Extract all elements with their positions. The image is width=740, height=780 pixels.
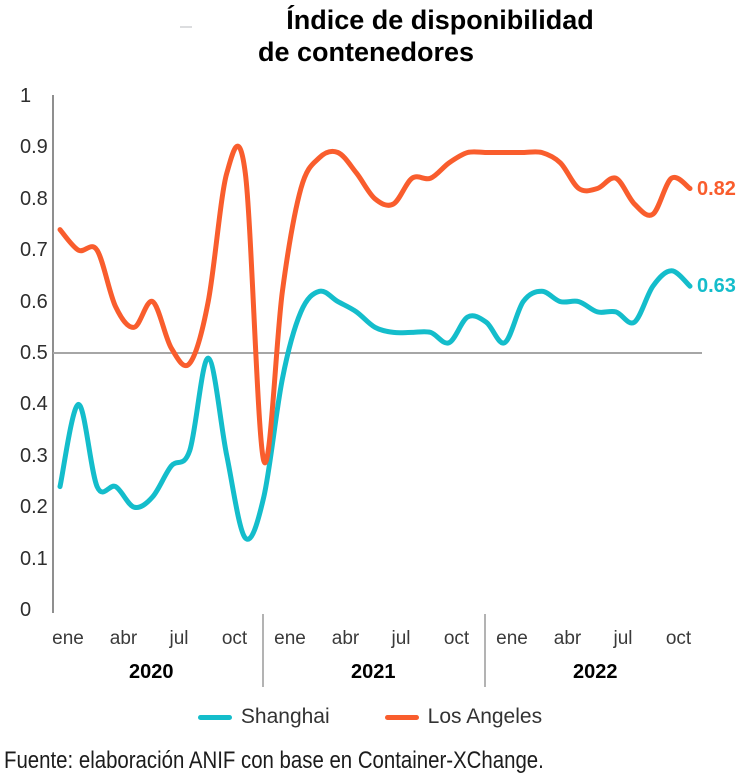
year-label: 2022 — [573, 661, 618, 683]
series-line-los-angeles — [57, 143, 693, 466]
y-tick-label: 0.3 — [20, 444, 48, 467]
x-tick-label: abr — [553, 628, 582, 649]
y-tick-label: 0.1 — [20, 547, 48, 570]
stray-mark — [180, 26, 192, 28]
x-tick-label: oct — [443, 628, 470, 649]
year-label: 2021 — [351, 661, 396, 683]
y-tick-label: 0.4 — [20, 393, 48, 416]
x-tick-label: abr — [331, 628, 360, 649]
x-tick-label: oct — [665, 628, 692, 649]
x-tick-label: abr — [109, 628, 138, 649]
legend: Shanghai Los Angeles — [0, 705, 740, 729]
x-tick-label: ene — [496, 628, 528, 649]
y-tick-label: 0 — [20, 599, 32, 621]
y-tick-label: 0.2 — [20, 496, 48, 519]
series-line-shanghai — [57, 268, 693, 542]
y-tick-label: 0.8 — [20, 187, 48, 210]
shanghai-line-swatch — [197, 714, 232, 720]
y-tick-label: 1 — [20, 85, 32, 107]
y-tick-label: 0.9 — [20, 136, 48, 159]
legend-label-shanghai: Shanghai — [240, 705, 330, 728]
chart-title-line2: de contenedores — [257, 37, 475, 67]
shanghai-end-value: 0.63 — [697, 275, 736, 298]
y-tick-label: 0.5 — [20, 342, 48, 364]
legend-label-los-angeles: Los Angeles — [427, 705, 543, 728]
legend-item-los-angeles: Los Angeles — [384, 705, 543, 729]
x-tick-label: jul — [391, 628, 411, 649]
y-tick-label: 0.7 — [20, 239, 48, 262]
y-tick-label: 0.6 — [20, 290, 48, 313]
x-tick-label: jul — [613, 628, 633, 649]
los-angeles-line-swatch — [384, 714, 419, 720]
year-label: 2020 — [129, 661, 174, 683]
x-tick-label: ene — [52, 628, 84, 649]
chart-title-line1: Índice de disponibilidad — [286, 5, 594, 35]
legend-item-shanghai: Shanghai — [197, 705, 330, 729]
x-tick-label: oct — [221, 628, 248, 649]
los-angeles-end-value: 0.82 — [697, 177, 736, 200]
x-tick-label: jul — [169, 628, 189, 649]
source-note: Fuente: elaboración ANIF con base en Con… — [4, 747, 544, 774]
x-tick-label: ene — [274, 628, 306, 649]
